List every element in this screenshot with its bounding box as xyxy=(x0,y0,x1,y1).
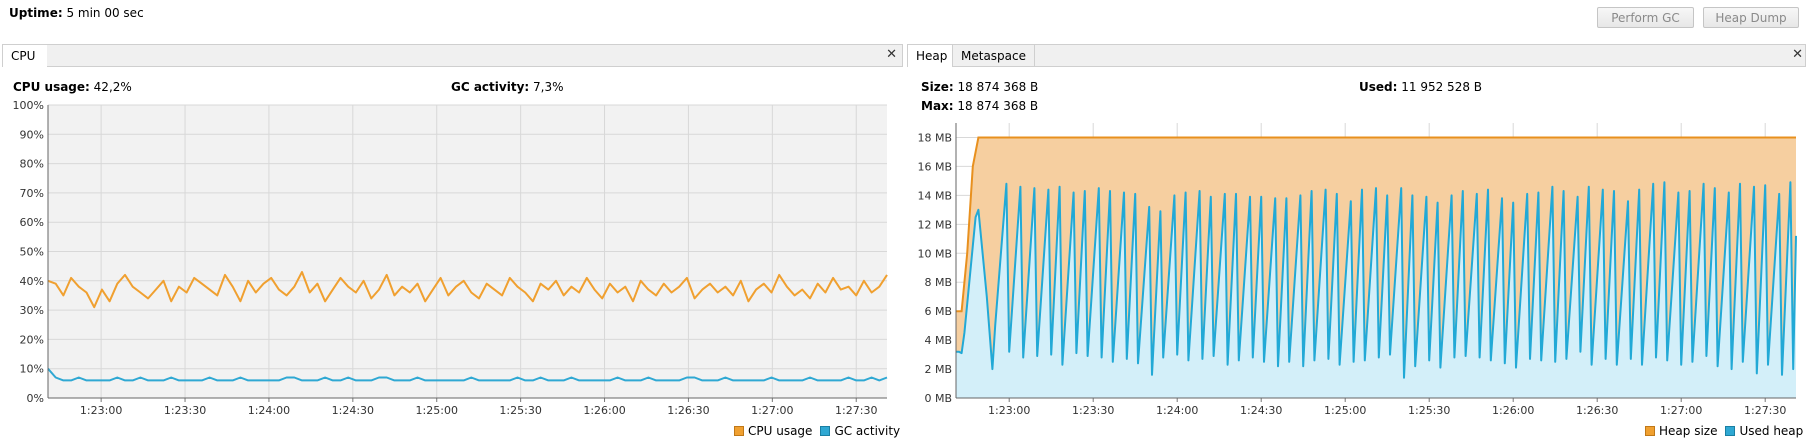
gc-activity-value: 7,3% xyxy=(533,80,564,94)
tab-metaspace[interactable]: Metaspace xyxy=(953,45,1035,67)
cpu-usage-value: 42,2% xyxy=(93,80,132,94)
x-tick-label: 1:25:30 xyxy=(499,404,541,416)
cpu-usage-line xyxy=(47,271,888,309)
y-tick-label: 70% xyxy=(20,187,44,200)
y-tick-label: 4 MB xyxy=(924,334,952,347)
heap-dump-button[interactable]: Heap Dump xyxy=(1703,7,1799,28)
cpu-usage-stat: CPU usage: 42,2% xyxy=(13,80,132,94)
heap-chart: 0 MB 2 MB 4 MB 6 MB 8 MB 10 MB 12 MB 14 MB 16 MB… xyxy=(917,123,1797,416)
x-tick-label: 1:24:30 xyxy=(1240,404,1282,416)
heap-size-stat: Size: 18 874 368 B xyxy=(921,80,1038,94)
cpu-usage-legend-label: CPU usage xyxy=(748,424,813,438)
used-heap-area xyxy=(956,182,1796,398)
y-tick-label: 90% xyxy=(20,128,44,141)
tab-metaspace-label: Metaspace xyxy=(961,49,1026,63)
used-heap-swatch-icon xyxy=(1725,426,1736,436)
x-tick-label: 1:23:30 xyxy=(1072,404,1114,416)
perform-gc-button[interactable]: Perform GC xyxy=(1597,7,1694,28)
x-tick-label: 1:24:00 xyxy=(1156,404,1198,416)
y-tick-label: 12 MB xyxy=(917,218,952,231)
heap-max-value: 18 874 368 B xyxy=(957,99,1039,113)
tab-heap-label: Heap xyxy=(916,49,948,63)
heap-size-value: 18 874 368 B xyxy=(957,80,1039,94)
uptime-value: 5 min 00 sec xyxy=(66,6,144,20)
uptime: Uptime: 5 min 00 sec xyxy=(9,6,144,20)
x-tick-label: 1:27:00 xyxy=(1660,404,1702,416)
y-tick-label: 16 MB xyxy=(917,160,952,173)
heap-max-label: Max: xyxy=(921,99,954,113)
x-tick-label: 1:25:00 xyxy=(1324,404,1366,416)
heap-tab-bar: Heap Metaspace ✕ xyxy=(907,44,1806,67)
y-tick-label: 8 MB xyxy=(924,276,952,289)
y-tick-label: 100% xyxy=(13,100,44,112)
gc-activity-label: GC activity: xyxy=(451,80,530,94)
gc-activity-swatch-icon xyxy=(820,426,831,436)
y-tick-label: 30% xyxy=(20,304,44,317)
x-tick-label: 1:27:00 xyxy=(751,404,793,416)
gc-activity-legend-label: GC activity xyxy=(834,424,901,438)
x-tick-label: 1:23:30 xyxy=(164,404,206,416)
cpu-usage-label: CPU usage: xyxy=(13,80,90,94)
x-tick-label: 1:26:30 xyxy=(1576,404,1618,416)
used-heap-legend-label: Used heap xyxy=(1739,424,1804,438)
close-icon[interactable]: ✕ xyxy=(1792,47,1803,62)
gc-activity-stat: GC activity: 7,3% xyxy=(451,80,564,94)
heap-size-swatch-icon xyxy=(1645,426,1655,436)
y-tick-label: 2 MB xyxy=(924,363,952,376)
heap-used-stat: Used: 11 952 528 B xyxy=(1359,80,1482,94)
heap-legend: Heap size Used heap xyxy=(1637,424,1803,438)
y-tick-label: 0% xyxy=(27,392,44,405)
x-tick-label: 1:24:00 xyxy=(248,404,290,416)
y-tick-label: 10 MB xyxy=(917,247,952,260)
cpu-chart: 0% 10% 20% 30% 40% 50% 60% 70% 80% 90% 100% 1:23:00… xyxy=(13,100,888,416)
y-tick-label: 50% xyxy=(20,246,44,259)
y-tick-label: 80% xyxy=(20,158,44,171)
x-tick-label: 1:27:30 xyxy=(835,404,877,416)
cpu-legend: CPU usage GC activity xyxy=(726,424,900,438)
y-tick-label: 20% xyxy=(20,333,44,346)
x-tick-label: 1:25:30 xyxy=(1408,404,1450,416)
tab-cpu[interactable]: CPU xyxy=(3,45,47,67)
heap-size-line xyxy=(956,136,1796,313)
heap-size-label: Size: xyxy=(921,80,954,94)
x-tick-label: 1:24:30 xyxy=(332,404,374,416)
y-tick-label: 14 MB xyxy=(917,189,952,202)
x-tick-label: 1:26:30 xyxy=(667,404,709,416)
heap-used-label: Used: xyxy=(1359,80,1398,94)
y-tick-label: 0 MB xyxy=(924,392,952,405)
tab-heap[interactable]: Heap xyxy=(908,45,953,67)
close-icon[interactable]: ✕ xyxy=(886,47,897,62)
cpu-tab-bar: CPU ✕ xyxy=(2,44,903,67)
x-tick-label: 1:26:00 xyxy=(1492,404,1534,416)
heap-size-legend-label: Heap size xyxy=(1659,424,1718,438)
x-tick-label: 1:23:00 xyxy=(988,404,1030,416)
uptime-label: Uptime: xyxy=(9,6,63,20)
gc-activity-line xyxy=(47,368,888,382)
y-tick-label: 18 MB xyxy=(917,131,952,144)
heap-used-value: 11 952 528 B xyxy=(1401,80,1483,94)
used-heap-line xyxy=(956,181,1797,379)
tab-cpu-label: CPU xyxy=(11,49,36,63)
x-tick-label: 1:26:00 xyxy=(583,404,625,416)
y-tick-label: 10% xyxy=(20,363,44,376)
x-tick-label: 1:23:00 xyxy=(80,404,122,416)
y-tick-label: 40% xyxy=(20,275,44,288)
heap-max-stat: Max: 18 874 368 B xyxy=(921,99,1038,113)
x-tick-label: 1:27:30 xyxy=(1744,404,1786,416)
cpu-usage-swatch-icon xyxy=(734,426,744,436)
x-tick-label: 1:25:00 xyxy=(416,404,458,416)
y-tick-label: 60% xyxy=(20,216,44,229)
y-tick-label: 6 MB xyxy=(924,305,952,318)
